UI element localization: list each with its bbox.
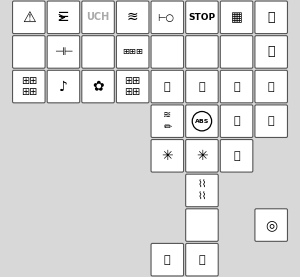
FancyBboxPatch shape (82, 1, 114, 34)
FancyBboxPatch shape (220, 70, 253, 103)
FancyBboxPatch shape (116, 36, 149, 68)
Text: ◎: ◎ (265, 218, 277, 232)
Text: UCH: UCH (86, 12, 110, 22)
Text: ⊞⊞
⊞⊞: ⊞⊞ ⊞⊞ (21, 76, 37, 97)
FancyBboxPatch shape (13, 36, 45, 68)
FancyBboxPatch shape (255, 70, 287, 103)
Text: ✳: ✳ (161, 149, 173, 163)
FancyBboxPatch shape (47, 1, 80, 34)
Text: ≋
✏: ≋ ✏ (163, 111, 171, 132)
FancyBboxPatch shape (116, 70, 149, 103)
FancyBboxPatch shape (47, 70, 80, 103)
FancyBboxPatch shape (47, 36, 80, 68)
Text: STOP: STOP (188, 13, 215, 22)
FancyBboxPatch shape (151, 243, 184, 276)
Text: ≋: ≋ (127, 10, 139, 24)
Text: ⌇⌇
⌇⌇: ⌇⌇ ⌇⌇ (197, 180, 207, 201)
Text: 📷: 📷 (268, 81, 274, 92)
Text: ⊢○: ⊢○ (157, 13, 174, 23)
FancyBboxPatch shape (255, 36, 287, 68)
FancyBboxPatch shape (220, 140, 253, 172)
Text: 📣: 📣 (233, 151, 240, 161)
Text: 🪑: 🪑 (267, 45, 275, 58)
FancyBboxPatch shape (13, 1, 45, 34)
Text: ✿: ✿ (92, 79, 104, 94)
Text: 👤: 👤 (199, 255, 205, 265)
Text: 🔒: 🔒 (268, 116, 274, 126)
FancyBboxPatch shape (151, 70, 184, 103)
FancyBboxPatch shape (13, 70, 45, 103)
FancyBboxPatch shape (116, 1, 149, 34)
Text: ABS: ABS (195, 119, 209, 124)
Text: 📷: 📷 (233, 81, 240, 92)
Text: ⊞⊞⊞: ⊞⊞⊞ (122, 47, 143, 57)
Text: ▦: ▦ (231, 11, 242, 24)
Text: ♪: ♪ (59, 79, 68, 94)
FancyBboxPatch shape (186, 243, 218, 276)
FancyBboxPatch shape (82, 70, 114, 103)
FancyBboxPatch shape (220, 36, 253, 68)
Text: ⌒: ⌒ (267, 11, 275, 24)
FancyBboxPatch shape (220, 1, 253, 34)
FancyBboxPatch shape (186, 209, 218, 241)
Text: ⊞⊞
⊞⊞: ⊞⊞ ⊞⊞ (124, 76, 141, 97)
FancyBboxPatch shape (151, 36, 184, 68)
FancyBboxPatch shape (151, 105, 184, 137)
FancyBboxPatch shape (151, 140, 184, 172)
FancyBboxPatch shape (255, 209, 287, 241)
Text: ⊣⊢: ⊣⊢ (54, 47, 73, 57)
Text: ✳: ✳ (196, 149, 208, 163)
Text: ☰: ☰ (58, 11, 69, 24)
Text: 📷: 📷 (164, 81, 171, 92)
FancyBboxPatch shape (82, 36, 114, 68)
FancyBboxPatch shape (186, 174, 218, 207)
FancyBboxPatch shape (151, 1, 184, 34)
FancyBboxPatch shape (186, 70, 218, 103)
Text: 📷: 📷 (199, 81, 205, 92)
Text: 🔒: 🔒 (233, 116, 240, 126)
FancyBboxPatch shape (186, 140, 218, 172)
FancyBboxPatch shape (186, 36, 218, 68)
Text: ⚠: ⚠ (22, 10, 36, 25)
FancyBboxPatch shape (186, 1, 218, 34)
Text: 🔊: 🔊 (164, 255, 171, 265)
FancyBboxPatch shape (255, 105, 287, 137)
FancyBboxPatch shape (255, 1, 287, 34)
FancyBboxPatch shape (186, 105, 218, 137)
FancyBboxPatch shape (220, 105, 253, 137)
